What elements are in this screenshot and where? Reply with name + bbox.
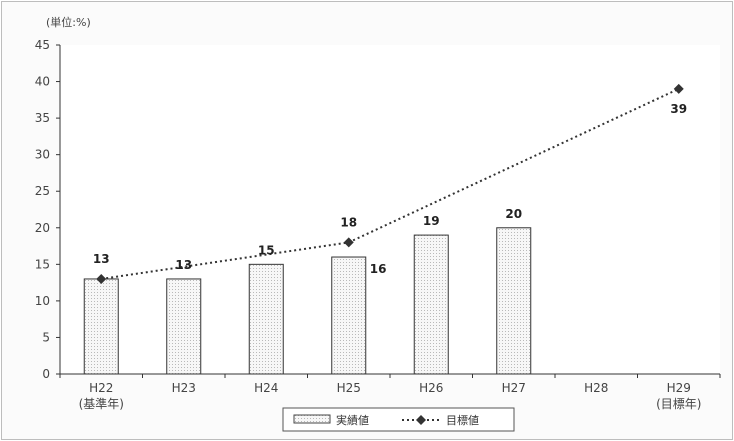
bar-value-label: 15 [258, 243, 275, 257]
bar-value-label: 20 [505, 207, 522, 221]
target-value-label: 18 [340, 215, 357, 229]
bar [496, 227, 532, 375]
bar-value-label: 16 [370, 262, 387, 276]
legend-bar-label: 実績値 [336, 413, 369, 427]
data-labels: 13 13 15 16 19 20 18 39 [93, 102, 687, 276]
target-point-marker [96, 273, 107, 284]
target-line [96, 83, 684, 284]
y-tick-label: 5 [42, 330, 50, 344]
x-tick-label: H25 [337, 381, 361, 395]
x-tick-label: H29 [667, 381, 691, 395]
bar [413, 234, 449, 375]
x-tick-label: H22 [89, 381, 113, 395]
x-tick-label: H26 [419, 381, 443, 395]
bar-value-label: 13 [175, 258, 192, 272]
y-tick-label: 45 [35, 38, 50, 52]
axes: 0 5 10 15 20 25 30 35 40 45 H22(基準年) H23 H24 H25 H26 H2… [35, 38, 721, 411]
legend-line-label: 目標値 [446, 413, 479, 427]
y-tick-label: 30 [35, 148, 50, 162]
legend: 実績値 目標値 [282, 407, 515, 432]
bar [83, 278, 119, 375]
x-tick-label: H24 [254, 381, 278, 395]
legend-diamond-icon [416, 415, 426, 425]
y-tick-label: 10 [35, 294, 50, 308]
y-tick-label: 0 [42, 367, 50, 381]
bar [248, 263, 284, 375]
y-tick-label: 35 [35, 111, 50, 125]
x-tick-sublabel: (目標年) [656, 397, 701, 411]
y-tick-label: 40 [35, 75, 50, 89]
legend-box [282, 407, 515, 432]
x-tick-sublabel: (基準年) [79, 396, 124, 411]
bar [166, 278, 202, 375]
y-tick-label: 20 [35, 221, 50, 235]
target-value-label: 39 [670, 102, 687, 116]
bar-value-label: 13 [93, 252, 110, 266]
plot-area [60, 45, 720, 374]
bar [331, 256, 367, 375]
unit-label: (単位:%) [46, 15, 91, 29]
x-tick-label: H27 [502, 381, 526, 395]
bars [83, 227, 532, 375]
target-point-marker [673, 83, 684, 94]
y-tick-label: 25 [35, 184, 50, 198]
x-tick-label: H28 [584, 381, 608, 395]
y-tick-label: 15 [35, 257, 50, 271]
x-tick-label: H23 [172, 381, 196, 395]
target-point-marker [343, 237, 354, 248]
legend-bar-swatch [293, 414, 331, 424]
bar-value-label: 19 [423, 214, 440, 228]
